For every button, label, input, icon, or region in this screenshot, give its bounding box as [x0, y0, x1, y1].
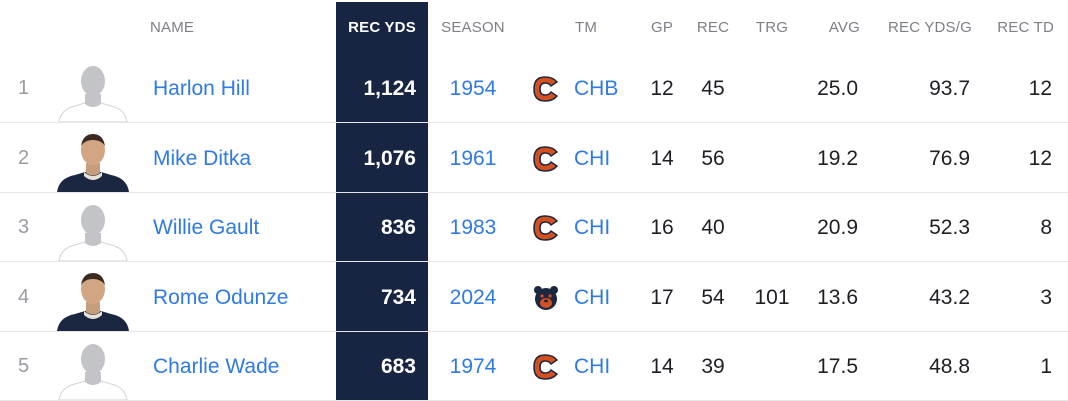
table-row: 5 Charlie Wade 683 1974 CHI 14 39 17.5 48.8 1	[0, 332, 1068, 401]
rec-yds-cell: 836	[380, 216, 416, 239]
player-avatar	[57, 201, 129, 261]
bears-c-logo-icon	[532, 145, 560, 172]
trg-cell	[750, 193, 794, 262]
rec-yds-per-game-cell: 48.8	[929, 355, 970, 378]
header-season[interactable]: SEASON	[441, 19, 505, 36]
rec-td-cell: 8	[1040, 216, 1052, 239]
rec-yds-per-game-cell: 93.7	[929, 77, 970, 100]
rank-cell: 5	[18, 355, 30, 377]
trg-cell	[750, 332, 794, 401]
season-link[interactable]: 1983	[449, 216, 497, 239]
avg-cell: 20.9	[817, 216, 858, 239]
trg-cell: 101	[754, 285, 790, 309]
rec-cell: 56	[701, 146, 725, 170]
table-row: 2 Mike Ditka 1,076 1961 CHI 14 56 19.2 76.9 12	[0, 124, 1068, 193]
season-link[interactable]: 1961	[449, 146, 497, 170]
bears-c-logo-icon	[532, 215, 560, 241]
avg-cell: 25.0	[817, 77, 858, 100]
gp-cell: 16	[650, 216, 674, 239]
rec-td-cell: 12	[1028, 146, 1052, 170]
team-link[interactable]: CHI	[574, 216, 611, 239]
row-divider	[0, 330, 1068, 332]
player-name-link[interactable]: Mike Ditka	[153, 146, 252, 170]
header-avg[interactable]: AVG	[828, 19, 860, 36]
bears-c-logo-icon	[532, 76, 560, 102]
header-rec-yds-per-game[interactable]: REC YDS/G	[887, 19, 972, 36]
player-avatar	[57, 271, 129, 331]
trg-cell	[750, 124, 794, 193]
season-link[interactable]: 1954	[449, 77, 497, 100]
team-link[interactable]: CHI	[574, 285, 611, 309]
rank-cell: 1	[18, 77, 30, 99]
rec-cell: 40	[701, 216, 725, 239]
rank-cell: 2	[18, 146, 30, 169]
gp-cell: 14	[650, 146, 674, 170]
player-name-link[interactable]: Rome Odunze	[153, 285, 289, 309]
table-row: 4 Rome Odunze 734 2024 CHI 17 54 101 13.6 43.2 3	[0, 263, 1068, 332]
player-avatar	[57, 132, 129, 192]
header-gp[interactable]: GP	[650, 19, 674, 36]
table-header: NAME REC YDS SEASON TM GP REC TRG AVG RE…	[0, 0, 1068, 54]
row-divider	[0, 122, 1068, 123]
gp-cell: 12	[650, 77, 674, 100]
season-link[interactable]: 2024	[449, 285, 497, 309]
table-row: 3 Willie Gault 836 1983 CHI 16 40 20.9 52.3 8	[0, 193, 1068, 262]
header-rec-td[interactable]: REC TD	[997, 19, 1054, 36]
header-rec[interactable]: REC	[696, 19, 730, 36]
trg-cell	[750, 54, 794, 123]
team-link[interactable]: CHI	[574, 355, 611, 378]
header-tm[interactable]: TM	[574, 19, 598, 36]
season-link[interactable]: 1974	[449, 355, 497, 378]
table-row: 1 Harlon Hill 1,124 1954 CHB 12 45 25.0 93.7 12	[0, 54, 1068, 123]
player-avatar	[57, 62, 129, 122]
rec-yds-cell: 1,076	[363, 146, 416, 170]
rec-yds-per-game-cell: 76.9	[929, 146, 970, 170]
gp-cell: 17	[650, 285, 674, 309]
header-rec-yds[interactable]: REC YDS	[348, 19, 416, 36]
rec-td-cell: 12	[1028, 77, 1052, 100]
player-name-link[interactable]: Charlie Wade	[153, 355, 280, 378]
rec-td-cell: 1	[1040, 355, 1052, 378]
avg-cell: 17.5	[817, 355, 858, 378]
rec-cell: 39	[701, 355, 725, 378]
gp-cell: 14	[650, 355, 674, 378]
team-link[interactable]: CHB	[574, 77, 619, 100]
rec-yds-cell: 734	[380, 285, 416, 309]
bears-c-logo-icon	[532, 354, 560, 380]
player-name-link[interactable]: Harlon Hill	[153, 77, 250, 100]
rank-cell: 3	[18, 216, 30, 238]
rank-cell: 4	[18, 285, 30, 308]
avg-cell: 13.6	[817, 285, 858, 309]
row-divider	[0, 191, 1068, 193]
header-name[interactable]: NAME	[150, 19, 195, 36]
bear-head-logo-icon	[532, 285, 560, 311]
player-name-link[interactable]: Willie Gault	[153, 216, 260, 239]
rec-yds-per-game-cell: 52.3	[929, 216, 970, 239]
rec-td-cell: 3	[1040, 285, 1052, 309]
player-avatar	[57, 340, 129, 400]
rec-cell: 54	[701, 285, 725, 309]
team-link[interactable]: CHI	[574, 146, 611, 170]
header-trg[interactable]: TRG	[755, 19, 789, 36]
row-divider	[0, 261, 1068, 262]
rec-yds-per-game-cell: 43.2	[929, 285, 970, 309]
sorted-column-highlight	[336, 2, 428, 401]
rec-yds-cell: 683	[380, 355, 416, 378]
rec-cell: 45	[701, 77, 725, 100]
rec-yds-cell: 1,124	[363, 77, 416, 100]
avg-cell: 19.2	[817, 146, 858, 170]
